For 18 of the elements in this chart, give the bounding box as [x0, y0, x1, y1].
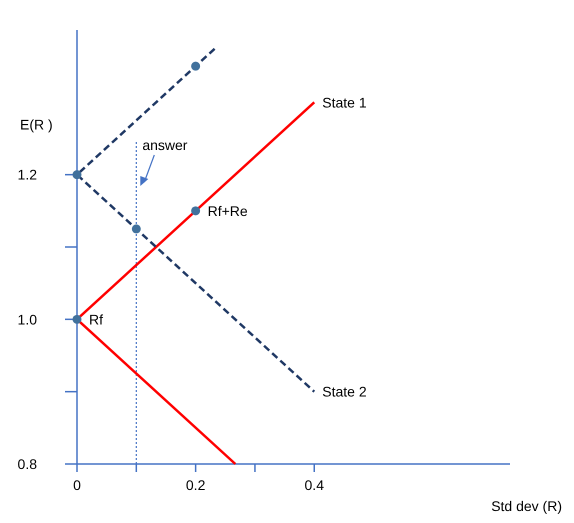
point: [72, 314, 82, 324]
annotation: Rf+Re: [208, 202, 248, 219]
x-tick-label: 0.2: [186, 477, 206, 493]
x-axis-title: Std dev (R): [491, 498, 562, 514]
point: [72, 170, 82, 180]
point: [191, 62, 200, 71]
series-label: State 2: [322, 384, 367, 400]
y-tick-label: 0.8: [18, 456, 38, 472]
y-tick-label: 1.2: [18, 166, 38, 183]
x-tick-label: 0: [73, 477, 82, 493]
point: [191, 206, 200, 216]
y-axis-title: E(R ): [20, 116, 53, 133]
series-label: State 1: [322, 94, 367, 110]
point: [132, 224, 141, 234]
x-tick-label: 0.4: [304, 477, 324, 493]
y-tick-label: 1.0: [18, 311, 38, 328]
annotation: Rf: [89, 311, 104, 328]
annotation: answer: [142, 137, 188, 153]
